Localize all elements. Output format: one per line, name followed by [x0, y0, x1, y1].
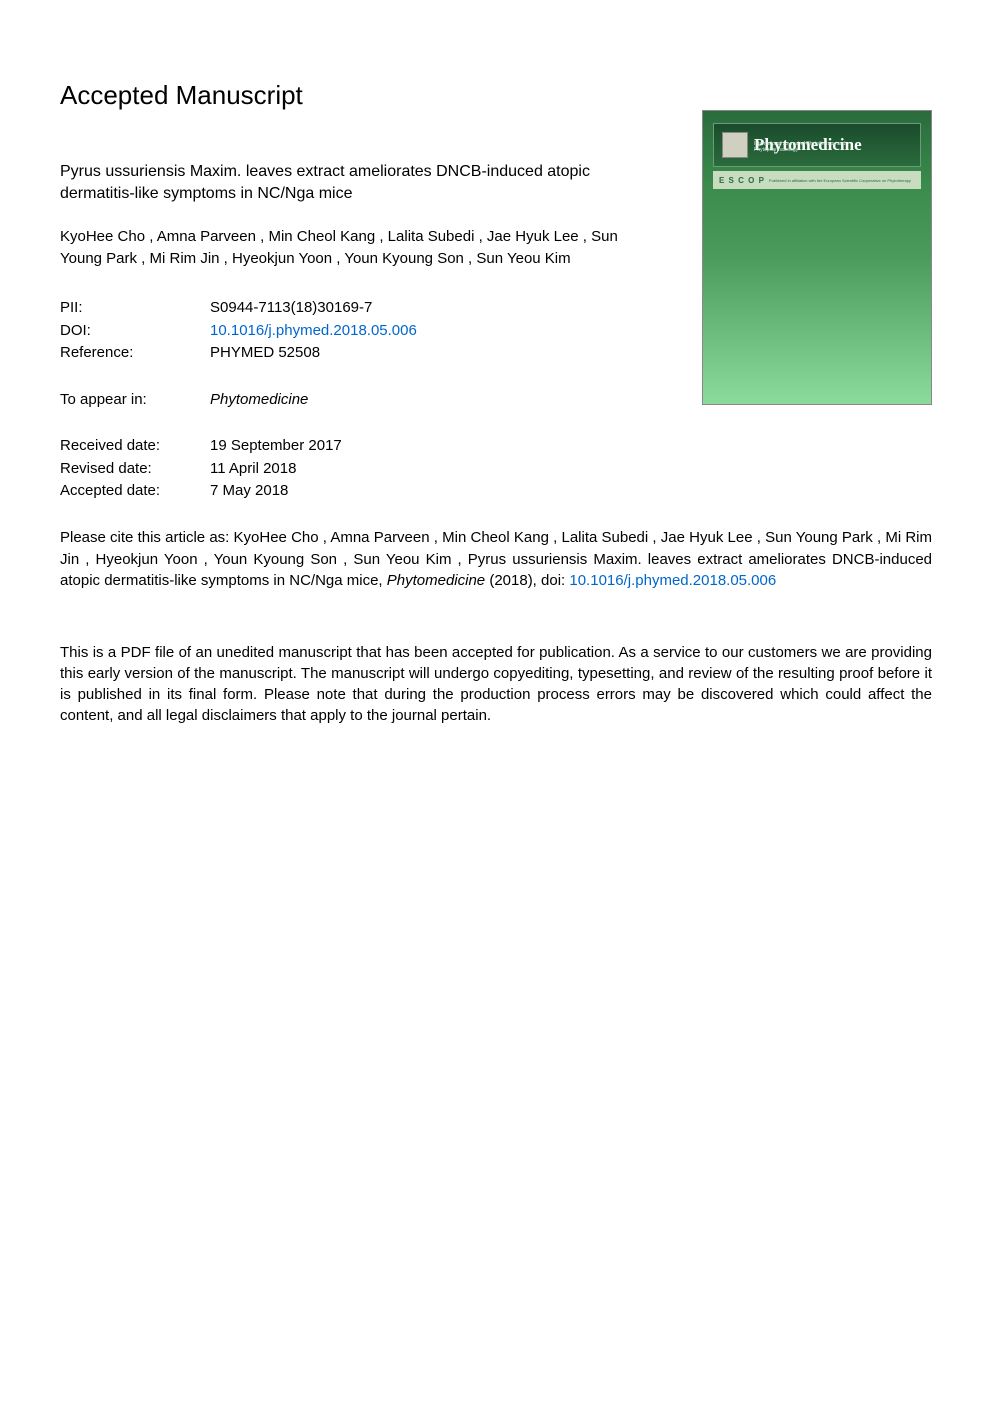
- meta-block-dates: Received date: 19 September 2017 Revised…: [60, 435, 932, 503]
- revised-label: Revised date:: [60, 458, 210, 481]
- escop-text: E S C O P: [719, 176, 765, 185]
- received-label: Received date:: [60, 435, 210, 458]
- article-title: Pyrus ussuriensis Maxim. leaves extract …: [60, 161, 620, 206]
- doi-link[interactable]: 10.1016/j.phymed.2018.05.006: [210, 322, 417, 339]
- appear-value: Phytomedicine: [210, 389, 308, 412]
- citation-block: Please cite this article as: KyoHee Cho …: [60, 527, 932, 592]
- journal-cover: Phytomedicine International Journal of P…: [702, 110, 932, 405]
- meta-row-revised: Revised date: 11 April 2018: [60, 458, 932, 481]
- revised-value: 11 April 2018: [210, 458, 296, 481]
- escop-subtitle: Published in affiliation with the Europe…: [769, 178, 911, 183]
- pii-value: S0944-7113(18)30169-7: [210, 297, 372, 320]
- received-value: 19 September 2017: [210, 435, 342, 458]
- citation-year: (2018), doi:: [485, 572, 569, 589]
- cover-subtitle: International Journal of Phytotherapy an…: [754, 141, 854, 153]
- meta-row-accepted: Accepted date: 7 May 2018: [60, 480, 932, 503]
- authors-list: KyoHee Cho , Amna Parveen , Min Cheol Ka…: [60, 226, 620, 270]
- elsevier-logo-icon: [722, 132, 748, 158]
- escop-band: E S C O P Published in affiliation with …: [713, 171, 921, 189]
- appear-label: To appear in:: [60, 389, 210, 412]
- section-title: Accepted Manuscript: [60, 80, 932, 111]
- cover-title-band: Phytomedicine International Journal of P…: [713, 123, 921, 167]
- accepted-value: 7 May 2018: [210, 480, 288, 503]
- meta-row-received: Received date: 19 September 2017: [60, 435, 932, 458]
- disclaimer-text: This is a PDF file of an unedited manusc…: [60, 642, 932, 726]
- accepted-label: Accepted date:: [60, 480, 210, 503]
- doi-label: DOI:: [60, 320, 210, 343]
- citation-doi-link[interactable]: 10.1016/j.phymed.2018.05.006: [569, 572, 776, 589]
- citation-journal: Phytomedicine: [387, 572, 485, 589]
- doi-value: 10.1016/j.phymed.2018.05.006: [210, 320, 417, 343]
- reference-value: PHYMED 52508: [210, 342, 320, 365]
- reference-label: Reference:: [60, 342, 210, 365]
- pii-label: PII:: [60, 297, 210, 320]
